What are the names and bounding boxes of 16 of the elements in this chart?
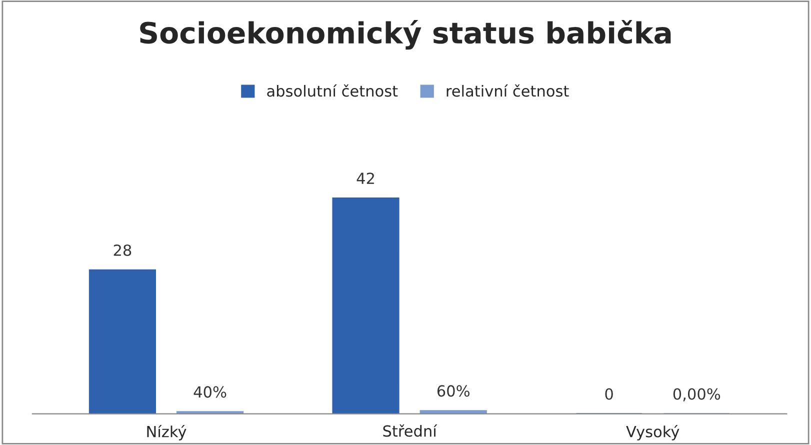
- legend-label: absolutní četnost: [267, 84, 398, 97]
- bar: [420, 410, 487, 414]
- bar: [332, 198, 400, 414]
- data-label: 0,00%: [673, 388, 720, 402]
- legend-label: relativní četnost: [446, 84, 569, 97]
- data-label: 28: [114, 244, 132, 256]
- x-tick-label: Nízký: [147, 424, 186, 440]
- data-label: 60%: [437, 385, 470, 397]
- x-tick-label: Střední: [383, 424, 438, 437]
- bar: [176, 411, 244, 414]
- data-label: 0: [605, 388, 613, 400]
- bar: [88, 269, 156, 414]
- x-tick-label: Vysoký: [626, 424, 680, 440]
- data-label: 40%: [194, 386, 226, 398]
- data-label: 42: [356, 172, 374, 184]
- chart-title: Socioekonomický status babička: [140, 20, 671, 50]
